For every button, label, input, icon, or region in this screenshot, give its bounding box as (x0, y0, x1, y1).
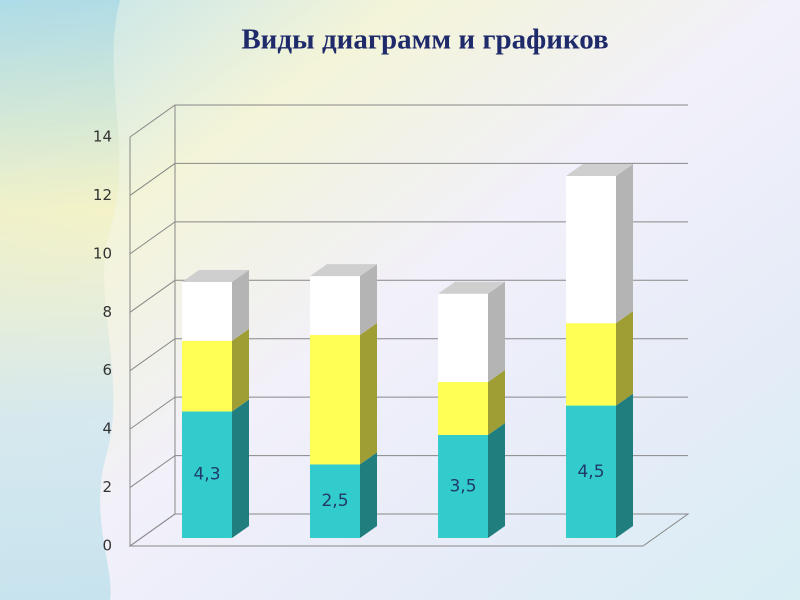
bar (182, 411, 232, 538)
bar (310, 464, 360, 538)
bar-side (232, 269, 249, 341)
y-tick-label: 12 (93, 186, 112, 204)
bar-side (360, 322, 377, 465)
bar (438, 293, 488, 383)
bar (566, 176, 616, 324)
bar-side (488, 281, 505, 383)
bar (438, 382, 488, 435)
bar (566, 405, 616, 538)
y-tick-label: 8 (102, 303, 112, 321)
decoration (0, 0, 120, 600)
y-tick-label: 0 (102, 537, 112, 555)
bar-side (232, 328, 249, 412)
y-tick-label: 6 (102, 361, 112, 379)
bar-side (488, 423, 505, 538)
data-label: 4,5 (577, 462, 604, 482)
bar (182, 281, 232, 341)
data-label: 3,5 (449, 477, 476, 497)
bar-top (310, 264, 377, 277)
bar-side (616, 311, 633, 406)
bar (310, 334, 360, 465)
y-tick-label: 4 (102, 420, 112, 438)
y-tick-label: 2 (102, 478, 112, 496)
bar (182, 340, 232, 412)
bar (310, 276, 360, 335)
y-tick-label: 10 (93, 244, 112, 262)
y-tick-label: 14 (93, 128, 112, 146)
bar-side (616, 164, 633, 324)
bar-top (182, 269, 249, 282)
bar (438, 435, 488, 538)
bar (566, 323, 616, 406)
data-label: 4,3 (193, 465, 220, 485)
bar-side (360, 452, 377, 538)
data-label: 2,5 (321, 491, 348, 511)
bar-top (566, 164, 633, 177)
chart-title: Виды диаграмм и графиков (241, 24, 608, 56)
bar-side (616, 393, 633, 538)
bar-side (488, 370, 505, 435)
bar-side (232, 399, 249, 538)
bar-top (438, 281, 505, 294)
bar-side (360, 264, 377, 335)
